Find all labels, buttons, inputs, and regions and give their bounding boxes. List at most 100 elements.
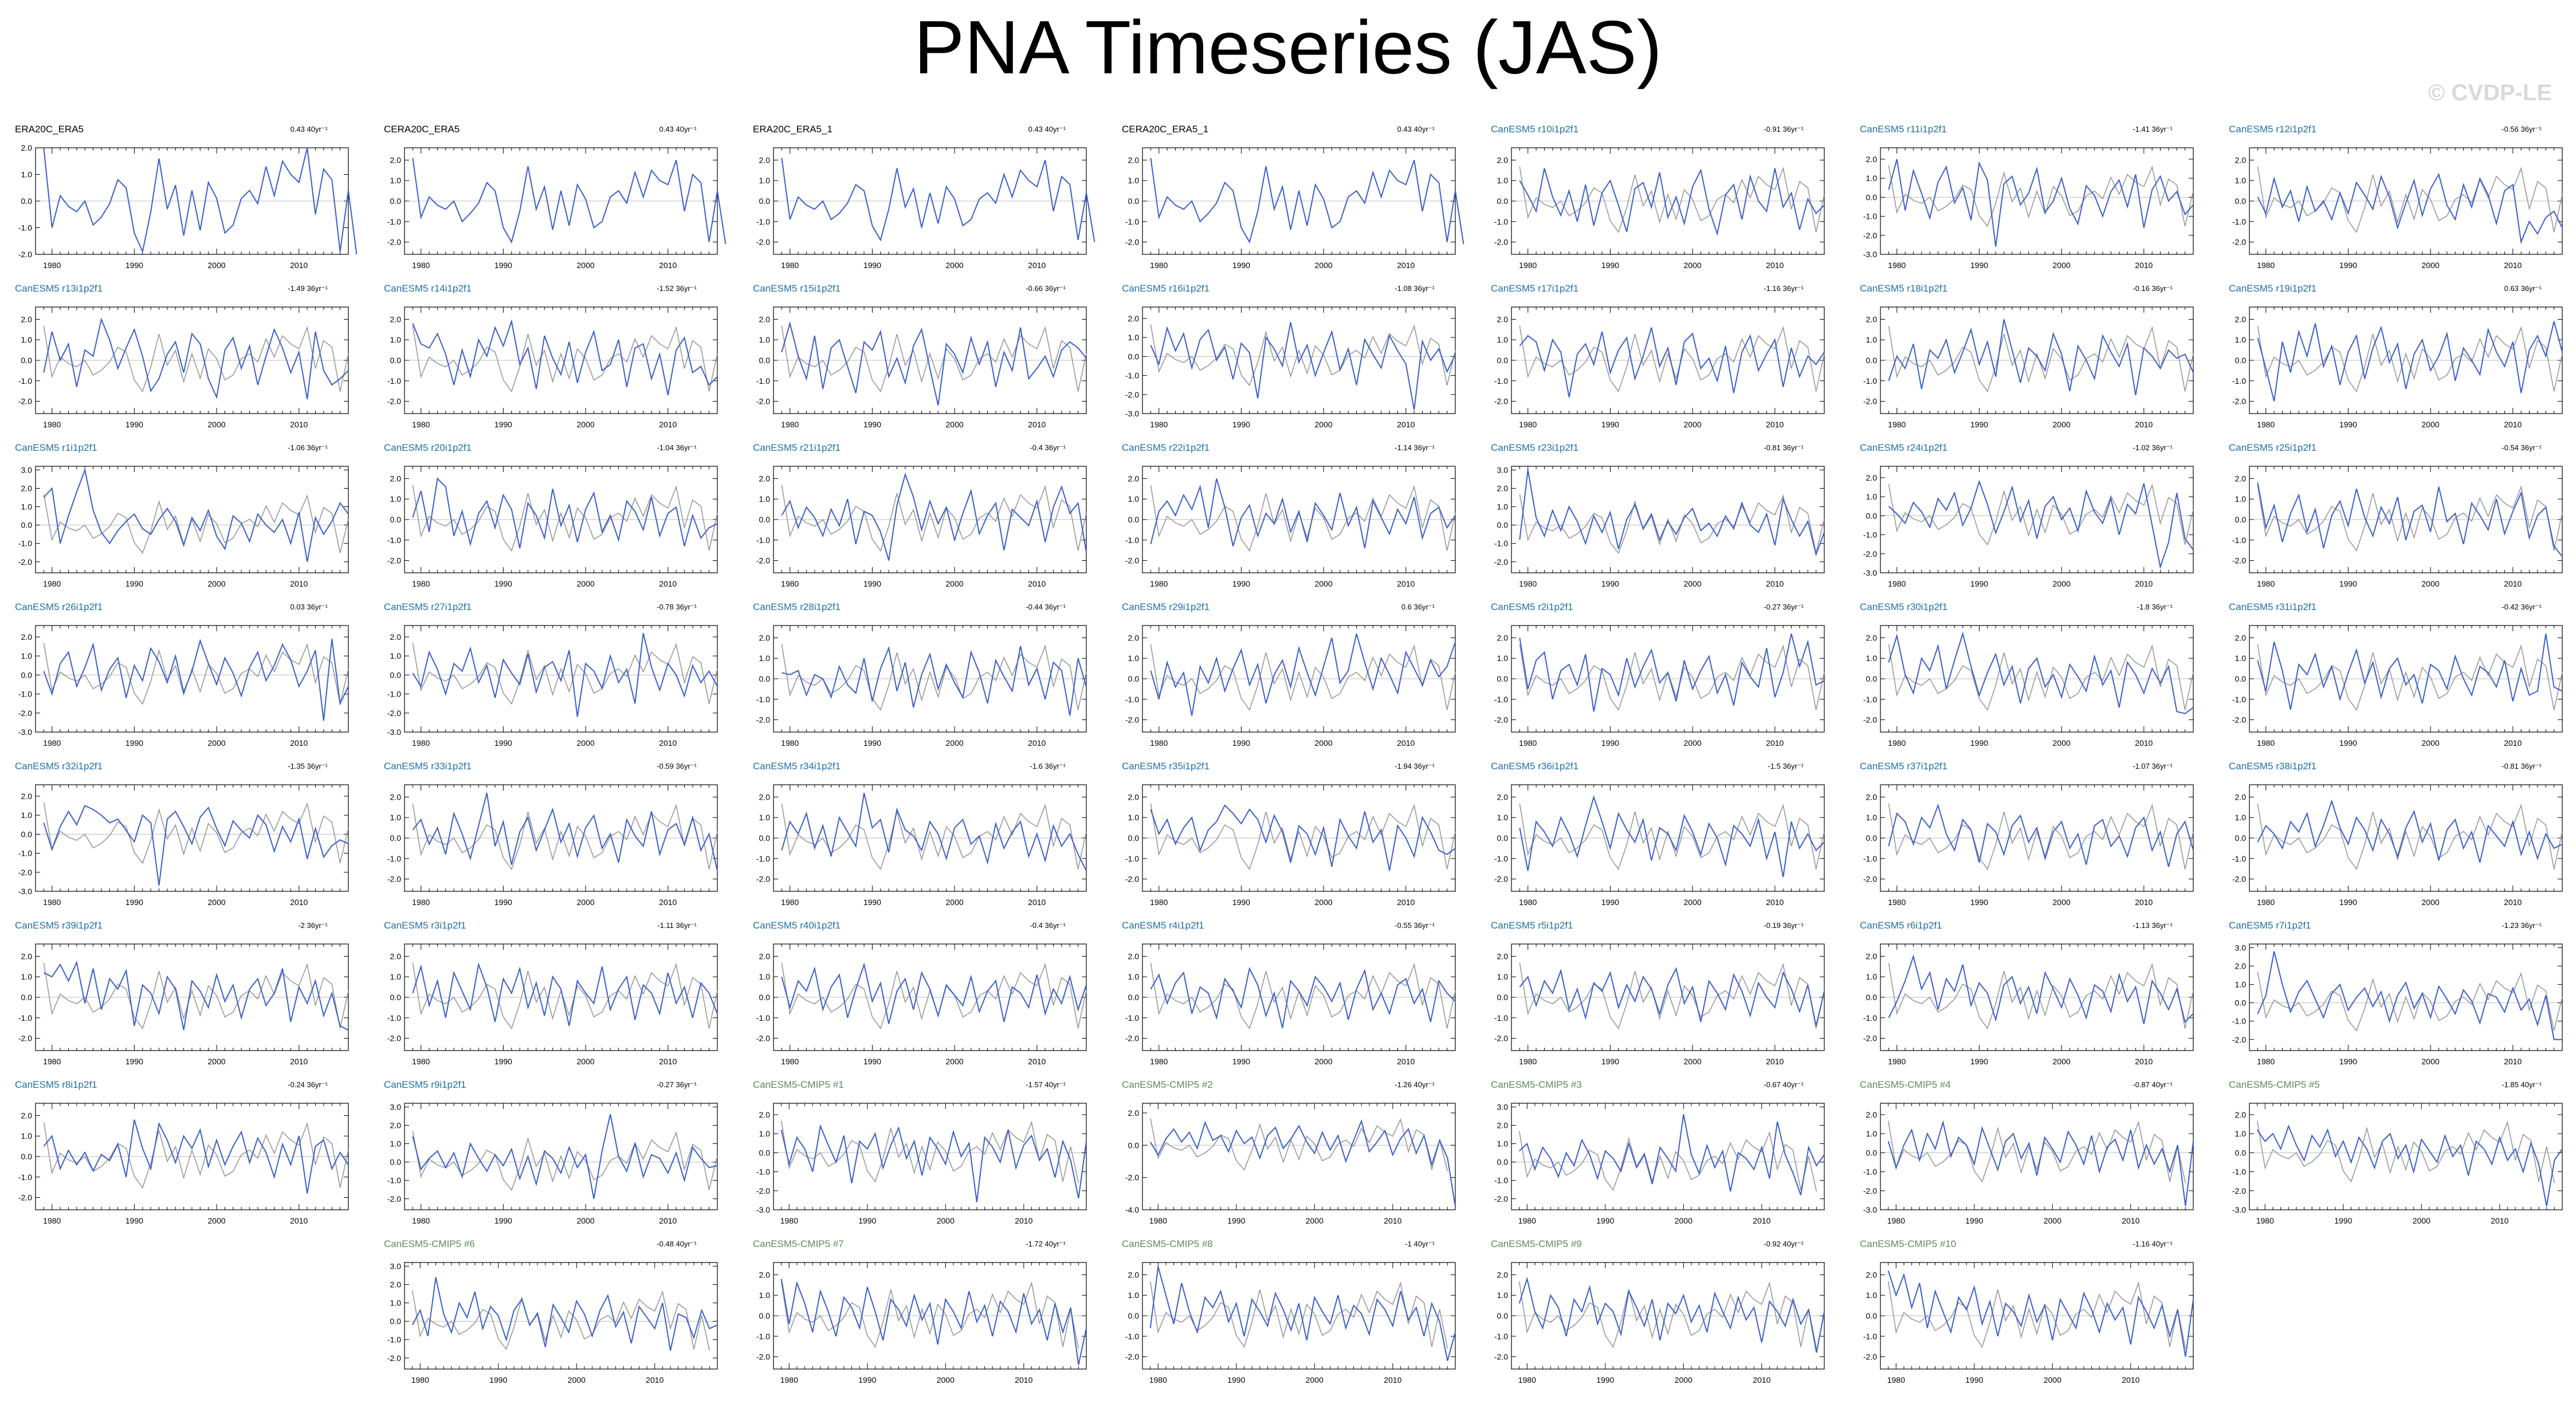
chart-panel: CanESM5 r4i1p2f1 -0.55 36yr⁻¹ -2.0 -1.0 0.0 1… (1112, 920, 1461, 1075)
panel-title: CanESM5 r16i1p2f1 (1122, 283, 1210, 294)
panel-plot: -2.0 -1.0 0.0 1.0 2.0 3.0 1980 1990 2000 2010 (2232, 943, 2563, 1066)
x-tick-label: 1990 (1970, 1057, 1988, 1066)
x-tick-label: 2000 (1315, 738, 1333, 748)
x-tick-label: 2000 (1315, 1057, 1333, 1066)
obs-reference-line (2257, 644, 2563, 711)
x-tick-label: 1980 (1150, 898, 1168, 907)
series-line (43, 1119, 349, 1194)
x-tick-label: 1980 (1150, 261, 1168, 270)
x-tick-label: 1980 (1519, 420, 1537, 429)
x-tick-label: 1990 (494, 898, 512, 907)
y-tick-label: 1.0 (390, 494, 402, 504)
y-tick-label: 2.0 (1497, 314, 1509, 324)
y-tick-label: -1.0 (756, 536, 770, 545)
panel-trend: -0.56 36yr⁻¹ (2502, 125, 2542, 133)
panel-trend: 0.6 36yr⁻¹ (1401, 603, 1435, 611)
y-tick-label: -2.0 (18, 868, 32, 877)
y-tick-label: 0.0 (1128, 1140, 1140, 1150)
series-line (1519, 795, 1825, 878)
y-tick-label: 1.0 (1497, 813, 1509, 822)
chart-panel: CanESM5-CMIP5 #3 -0.67 40yr⁻¹ -2.0 -1.0 0.0 1… (1481, 1079, 1830, 1234)
series-line (1149, 1119, 1456, 1207)
y-tick-label: 0.0 (1497, 196, 1509, 206)
panel-title: CanESM5 r30i1p2f1 (1860, 601, 1948, 612)
x-tick-label: 1990 (2339, 738, 2357, 748)
x-tick-label: 1980 (43, 898, 61, 907)
y-tick-label: 2.0 (2235, 633, 2247, 642)
series-line (1150, 322, 1456, 410)
panel-trend: -1.13 36yr⁻¹ (2133, 921, 2173, 930)
y-tick-label: 0.0 (1128, 993, 1140, 1002)
panel-title: CanESM5 r17i1p2f1 (1491, 283, 1579, 294)
series-line (412, 793, 718, 871)
y-tick-label: -1.0 (756, 217, 770, 226)
x-tick-label: 2000 (208, 579, 226, 588)
panel-title: CanESM5 r5i1p2f1 (1491, 920, 1573, 931)
y-tick-label: -1.0 (1863, 530, 1877, 540)
y-tick-label: 3.0 (21, 465, 33, 474)
y-tick-label: -2.0 (387, 556, 401, 565)
y-tick-label: 1.0 (2235, 813, 2247, 822)
panel-trend: -0.91 36yr⁻¹ (1764, 125, 1804, 133)
x-tick-label: 1990 (1596, 1216, 1614, 1225)
y-tick-label: -2.0 (18, 250, 32, 259)
y-tick-label: 0.0 (1866, 356, 1878, 365)
panel-plot: -2.0 -1.0 0.0 1.0 2.0 1980 1990 2000 2010 (1863, 306, 2194, 429)
panel-title: CanESM5 r36i1p2f1 (1491, 761, 1579, 772)
panel-title: CanESM5 r9i1p2f1 (384, 1079, 466, 1090)
x-tick-label: 2000 (1684, 898, 1702, 907)
x-tick-label: 2010 (2135, 420, 2153, 429)
y-tick-label: 2.0 (1497, 1120, 1509, 1130)
x-tick-label: 1980 (2257, 1057, 2275, 1066)
x-tick-label: 2000 (1684, 738, 1702, 748)
x-tick-label: 1980 (43, 261, 61, 270)
y-tick-label: 2.0 (1128, 792, 1140, 801)
panel-trend: -0.19 36yr⁻¹ (1764, 921, 1804, 930)
x-tick-label: 2010 (2135, 898, 2153, 907)
y-tick-label: -2.0 (18, 397, 32, 406)
x-tick-label: 2000 (2422, 261, 2440, 270)
x-tick-label: 1990 (1601, 738, 1619, 748)
y-tick-label: -1.0 (1494, 217, 1508, 226)
x-tick-label: 1990 (863, 261, 881, 270)
y-tick-label: -2.0 (756, 875, 770, 884)
x-tick-label: 1980 (1150, 579, 1168, 588)
x-tick-label: 1980 (781, 898, 799, 907)
panel-trend: 0.43 40yr⁻¹ (659, 125, 697, 133)
x-tick-label: 2010 (1766, 738, 1784, 748)
y-tick-label: 1.0 (21, 502, 33, 512)
panel-plot: -3.0 -2.0 -1.0 0.0 1.0 2.0 1980 1990 2000 2010 (18, 784, 349, 907)
panel-title: CanESM5 r25i1p2f1 (2229, 442, 2317, 453)
x-tick-label: 2000 (1684, 579, 1702, 588)
panel-trend: -0.78 36yr⁻¹ (657, 603, 697, 611)
x-tick-label: 1980 (2257, 420, 2275, 429)
panel-plot: -2.0 -1.0 0.0 1.0 2.0 1980 1990 2000 2010 (1863, 784, 2194, 907)
panel-title: CanESM5 r12i1p2f1 (2229, 124, 2317, 135)
x-tick-label: 1980 (1888, 1057, 1906, 1066)
y-tick-label: -1.0 (1125, 217, 1139, 226)
y-tick-label: 2.0 (390, 155, 402, 164)
x-tick-label: 2010 (1028, 738, 1046, 748)
obs-reference-line (43, 962, 349, 1030)
y-tick-label: -1.0 (1863, 1167, 1877, 1177)
y-tick-label: 0.0 (390, 515, 402, 524)
chart-panel: CanESM5 r36i1p2f1 -1.5 36yr⁻¹ -2.0 -1.0 0.0 1… (1481, 761, 1830, 915)
panel-title: ERA20C_ERA5_1 (753, 124, 833, 135)
x-tick-label: 2000 (1684, 420, 1702, 429)
y-tick-label: 1.0 (759, 654, 771, 663)
y-tick-label: -3.0 (1863, 1205, 1877, 1214)
y-tick-label: 1.0 (390, 176, 402, 185)
x-tick-label: 2010 (1766, 1057, 1784, 1066)
panel-trend: -1.94 36yr⁻¹ (1395, 762, 1435, 770)
panel-trend: -1.11 36yr⁻¹ (657, 921, 697, 930)
panel-title: CanESM5-CMIP5 #2 (1122, 1079, 1213, 1090)
panel-trend: -0.67 40yr⁻¹ (1764, 1080, 1804, 1089)
x-tick-label: 2010 (659, 1057, 677, 1066)
y-tick-label: 0.0 (2235, 998, 2247, 1008)
panel-trend: -0.44 36yr⁻¹ (1026, 603, 1066, 611)
x-tick-label: 2000 (1306, 1216, 1324, 1225)
y-tick-label: 0.0 (21, 993, 33, 1002)
series-line (43, 639, 349, 721)
panel-title: CanESM5 r6i1p2f1 (1860, 920, 1942, 931)
y-tick-label: 2.0 (2235, 961, 2247, 970)
